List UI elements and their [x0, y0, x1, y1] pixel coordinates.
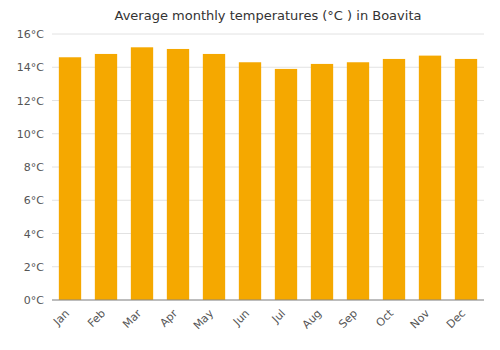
grid: [52, 34, 484, 300]
y-axis: 0°C 2°C 4°C 6°C 8°C 10°C 12°C 14°C 16°C: [17, 28, 44, 307]
bar: [131, 47, 153, 300]
bar: [383, 59, 405, 300]
x-tick-label: Apr: [157, 307, 180, 330]
grid-line: [52, 300, 484, 301]
grid-line: [52, 34, 484, 35]
x-tick-label: Feb: [85, 307, 108, 330]
bar: [455, 59, 477, 300]
bar: [167, 49, 189, 300]
y-tick-label: 14°C: [17, 61, 44, 74]
x-axis-line: [52, 300, 484, 301]
bar: [311, 64, 333, 300]
bar: [419, 56, 441, 300]
title: Average monthly temperatures (°C ) in Bo…: [115, 8, 422, 23]
x-tick-label: May: [191, 307, 217, 333]
chart-container: Average monthly temperatures (°C ) in Bo…: [0, 0, 500, 350]
bar: [59, 57, 81, 300]
x-axis: Jan Feb Mar Apr May Jun Jul Aug Sep Oct Nov Dec: [50, 300, 484, 332]
y-tick-label: 2°C: [24, 261, 44, 274]
y-tick-label: 0°C: [24, 294, 44, 307]
bar: [95, 54, 117, 300]
y-tick-label: 10°C: [17, 128, 44, 141]
y-tick-label: 6°C: [24, 194, 44, 207]
x-tick-label: Jul: [269, 307, 288, 326]
y-tick-label: 12°C: [17, 95, 44, 108]
chart-svg: Average monthly temperatures (°C ) in Bo…: [0, 0, 500, 350]
y-tick-label: 16°C: [17, 28, 44, 41]
y-tick-label: 8°C: [24, 161, 44, 174]
bar: [239, 62, 261, 300]
x-tick-label: Sep: [336, 307, 360, 331]
bars: [59, 47, 477, 300]
x-tick-label: Dec: [444, 307, 468, 331]
x-tick-label: Jan: [50, 307, 72, 329]
bar: [275, 69, 297, 300]
y-tick-label: 4°C: [24, 228, 44, 241]
x-tick-label: Oct: [373, 306, 396, 329]
bar: [203, 54, 225, 300]
x-tick-label: Nov: [408, 307, 433, 332]
bar: [347, 62, 369, 300]
x-tick-label: Aug: [300, 307, 324, 331]
x-tick-label: Mar: [120, 307, 144, 331]
x-tick-label: Jun: [230, 307, 252, 329]
